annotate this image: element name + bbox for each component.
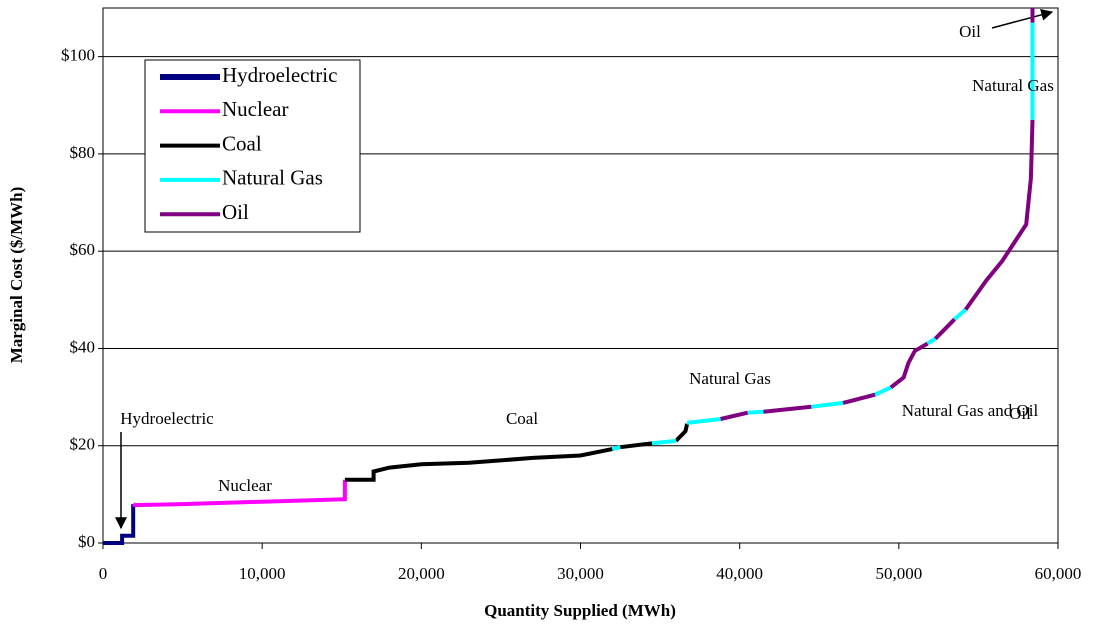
x-tick-label: 40,000 [716, 564, 763, 583]
series-line [720, 8, 1035, 421]
x-tick-label: 60,000 [1035, 564, 1082, 583]
annotation: Natural Gas [689, 369, 771, 388]
legend-label: Coal [222, 131, 262, 155]
x-tick-label: 10,000 [239, 564, 286, 583]
x-tick-label: 50,000 [875, 564, 922, 583]
y-tick-label: $20 [70, 435, 96, 454]
annotation: Natural Gas [972, 76, 1054, 95]
series-line [103, 504, 136, 545]
x-tick-label: 20,000 [398, 564, 445, 583]
y-tick-label: $0 [78, 532, 95, 551]
annotation: Oil [1009, 404, 1031, 423]
annotation: Oil [959, 22, 981, 41]
y-tick-label: $60 [70, 240, 96, 259]
y-tick-label: $100 [61, 46, 95, 65]
x-axis-title: Quantity Supplied (MWh) [484, 601, 676, 620]
annotation: Natural Gas and Oil [902, 401, 1039, 420]
annotation: Nuclear [218, 476, 272, 495]
series-line [344, 423, 690, 482]
legend-label: Nuclear [222, 97, 288, 121]
arrow [991, 8, 1054, 29]
series-line [611, 22, 1035, 452]
y-tick-label: $40 [70, 337, 96, 356]
legend-label: Natural Gas [222, 166, 323, 190]
y-axis-title: Marginal Cost ($/MWh) [7, 187, 26, 364]
x-tick-label: 0 [99, 564, 108, 583]
legend-label: Hydroelectric [222, 63, 337, 87]
annotation: Hydroelectric [120, 409, 214, 428]
x-tick-label: 30,000 [557, 564, 604, 583]
series-line [132, 479, 347, 508]
y-tick-label: $80 [70, 143, 96, 162]
legend-label: Oil [222, 200, 249, 224]
annotation: Coal [506, 409, 538, 428]
